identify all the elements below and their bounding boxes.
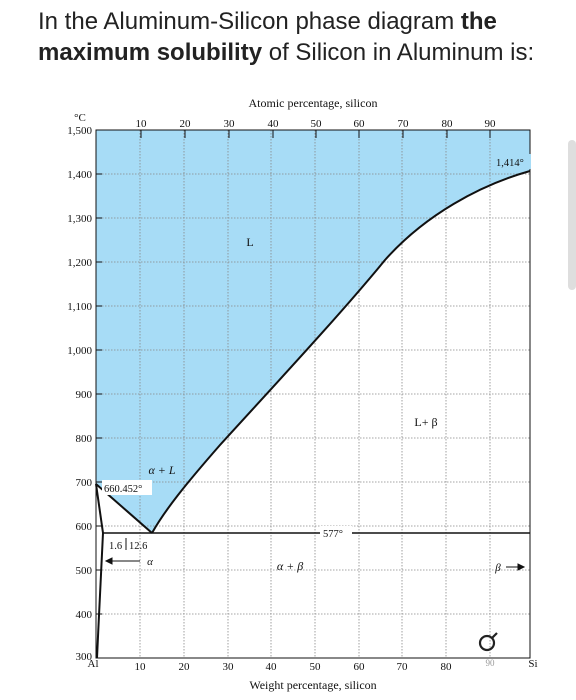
top-tick-label: 40: [268, 118, 280, 130]
y-tick-label: 600: [76, 521, 93, 533]
y-tick-label: 700: [76, 477, 93, 489]
y-unit-label: °C: [74, 112, 86, 124]
beta-arrowhead: [517, 563, 526, 571]
bottom-tick-label: 90: [486, 658, 496, 668]
y-tick-label: 1,400: [67, 169, 92, 181]
liquid-region: [96, 130, 530, 533]
top-tick-label: 70: [398, 118, 410, 130]
y-tick-label: 1,500: [67, 125, 92, 137]
alpha-arrowhead: [104, 557, 113, 565]
grid: [96, 130, 530, 658]
beta-phase-label: β: [494, 562, 501, 574]
y-tick-label: 1,100: [67, 301, 92, 313]
y-tick-label: 900: [76, 389, 93, 401]
eutectic-temperature-label: 577°: [323, 529, 343, 540]
solvus-line: [96, 532, 104, 659]
bottom-tick-label: 40: [266, 661, 278, 673]
region-alpha-beta-label: α + β: [277, 559, 303, 573]
eutectic-composition-label: 12.6: [129, 541, 147, 552]
liquidus-line-beta: [151, 170, 531, 534]
bottom-tick-label: 20: [179, 661, 191, 673]
alpha-phase-label: α: [147, 556, 153, 568]
top-tick-label: 60: [354, 118, 366, 130]
bottom-tick-label: 50: [310, 661, 322, 673]
top-tick-label: 10: [136, 118, 148, 130]
solidus-line: [95, 483, 104, 534]
phase-boundaries: [95, 170, 531, 659]
al-melting-point-label: 660.452°: [104, 484, 142, 495]
y-tick-label: 1,000: [67, 345, 92, 357]
top-tick-label: 90: [485, 118, 497, 130]
bottom-axis-title: Weight percentage, silicon: [249, 678, 376, 692]
bottom-tick-label: 30: [223, 661, 235, 673]
bottom-right-label: Si: [528, 658, 537, 670]
bottom-tick-label: 60: [354, 661, 366, 673]
region-liquid-label: L: [246, 235, 253, 249]
top-tick-label: 80: [442, 118, 454, 130]
scrollbar[interactable]: [568, 140, 576, 290]
bottom-left-label: Al: [88, 658, 99, 670]
top-tick-label: 30: [224, 118, 236, 130]
question-text: In the Aluminum-Silicon phase diagram th…: [38, 8, 535, 66]
bottom-tick-label: 10: [135, 661, 147, 673]
max-solubility-label: 1.6: [109, 541, 122, 552]
top-tick-label: 20: [180, 118, 192, 130]
region-liquid-beta-label: L+ β: [414, 415, 437, 429]
search-icon: [478, 632, 498, 652]
y-tick-label: 800: [76, 433, 93, 445]
si-melting-point-label: 1,414°: [496, 158, 524, 169]
y-tick-label: 300: [76, 651, 93, 663]
question-emphasis: the maximum solubility: [38, 8, 497, 66]
top-axis-title: Atomic percentage, silicon: [249, 96, 378, 110]
y-tick-label: 1,300: [67, 213, 92, 225]
region-alpha-liquid-label: α + L: [148, 463, 175, 477]
bottom-tick-label: 80: [441, 661, 453, 673]
bottom-tick-label: 70: [397, 661, 409, 673]
top-tick-label: 50: [311, 118, 323, 130]
y-tick-label: 500: [76, 565, 93, 577]
y-tick-label: 1,200: [67, 257, 92, 269]
y-tick-label: 400: [76, 609, 93, 621]
